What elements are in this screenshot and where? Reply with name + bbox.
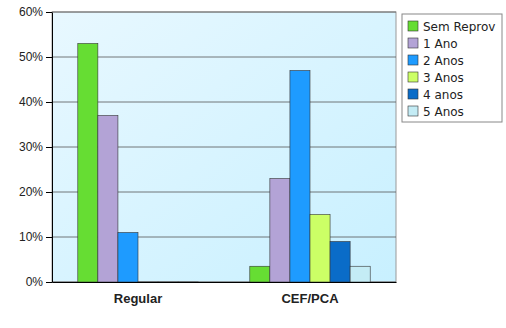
x-axis: Regular CEF/PCA bbox=[53, 282, 397, 306]
legend-label: 3 Anos bbox=[423, 71, 464, 85]
bar bbox=[350, 266, 370, 282]
bar bbox=[330, 242, 350, 283]
grid-line bbox=[52, 102, 396, 103]
bar bbox=[270, 179, 290, 283]
legend-label: 4 anos bbox=[423, 88, 463, 102]
legend-label: 5 Anos bbox=[423, 105, 464, 119]
legend-label: 2 Anos bbox=[423, 54, 464, 68]
x-axis-line bbox=[53, 282, 397, 283]
x-tick-label: CEF/PCA bbox=[281, 291, 339, 306]
bar bbox=[98, 116, 118, 283]
bar bbox=[118, 233, 138, 283]
legend-item: 3 Anos bbox=[408, 71, 464, 85]
bar bbox=[78, 44, 98, 283]
legend-label: 1 Ano bbox=[423, 37, 458, 51]
legend-item: 1 Ano bbox=[408, 37, 458, 51]
y-tick-label: 20% bbox=[19, 185, 43, 199]
chart: 0% 10% 20% 30% 40% 50% 60% Regular CEF/PCA Sem Re… bbox=[0, 0, 506, 328]
legend-item: 4 anos bbox=[408, 88, 463, 102]
y-tick: 0% bbox=[26, 275, 52, 289]
legend: Sem Reprov 1 Ano 2 Anos 3 Anos 4 anos 5 Anos bbox=[402, 14, 502, 122]
grid-line bbox=[52, 57, 396, 58]
bar bbox=[310, 215, 330, 283]
y-tick-label: 0% bbox=[26, 275, 44, 289]
legend-item: 2 Anos bbox=[408, 54, 464, 68]
y-tick-mark bbox=[46, 12, 52, 13]
plot-background bbox=[52, 12, 396, 282]
y-tick: 60% bbox=[19, 5, 52, 19]
legend-label: Sem Reprov bbox=[423, 20, 495, 34]
y-tick-mark bbox=[46, 282, 52, 283]
y-tick-label: 60% bbox=[19, 5, 43, 19]
plot: 0% 10% 20% 30% 40% 50% 60% Regular CEF/PCA bbox=[19, 5, 397, 306]
y-tick-mark bbox=[46, 57, 52, 58]
legend-box bbox=[402, 14, 502, 122]
y-tick-label: 30% bbox=[19, 140, 43, 154]
y-tick-mark bbox=[46, 147, 52, 148]
legend-swatch bbox=[408, 21, 418, 31]
y-tick: 50% bbox=[19, 50, 52, 64]
legend-swatch bbox=[408, 89, 418, 99]
legend-item: Sem Reprov bbox=[408, 20, 495, 34]
y-tick-label: 40% bbox=[19, 95, 43, 109]
y-tick: 30% bbox=[19, 140, 52, 154]
x-tick-label: Regular bbox=[114, 291, 162, 306]
y-tick: 20% bbox=[19, 185, 52, 199]
legend-swatch bbox=[408, 38, 418, 48]
legend-swatch bbox=[408, 72, 418, 82]
bar bbox=[250, 266, 270, 282]
y-tick-label: 10% bbox=[19, 230, 43, 244]
x-tick: CEF/PCA bbox=[281, 282, 339, 306]
y-axis-line bbox=[52, 13, 53, 283]
grid bbox=[52, 12, 396, 282]
legend-swatch bbox=[408, 55, 418, 65]
x-tick: Regular bbox=[114, 282, 162, 306]
y-tick-label: 50% bbox=[19, 50, 43, 64]
grid-line bbox=[52, 12, 396, 13]
bar bbox=[290, 71, 310, 283]
bars bbox=[78, 44, 370, 283]
y-tick: 10% bbox=[19, 230, 52, 244]
y-tick: 40% bbox=[19, 95, 52, 109]
y-tick-mark bbox=[46, 192, 52, 193]
y-tick-mark bbox=[46, 102, 52, 103]
legend-swatch bbox=[408, 106, 418, 116]
y-tick-mark bbox=[46, 237, 52, 238]
y-axis: 0% 10% 20% 30% 40% 50% 60% bbox=[19, 5, 53, 289]
legend-item: 5 Anos bbox=[408, 105, 464, 119]
